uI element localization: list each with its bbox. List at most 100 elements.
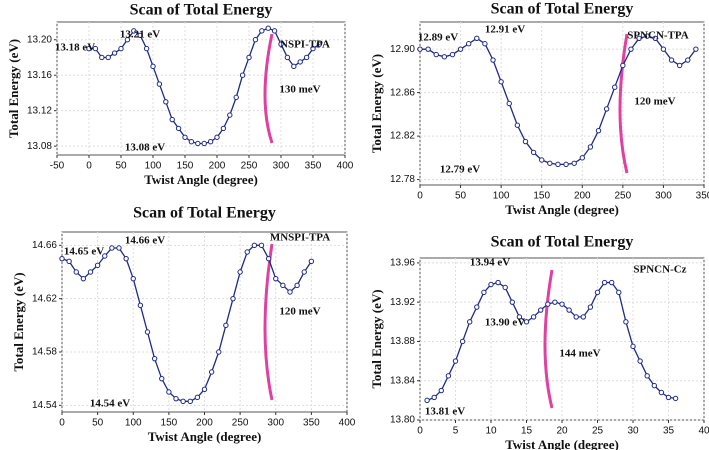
data-point xyxy=(92,45,99,52)
data-point xyxy=(310,45,316,52)
chart-title: Scan of Total Energy xyxy=(491,234,634,251)
y-tick-label: 13.80 xyxy=(390,415,415,426)
y-tick-label: 13.88 xyxy=(390,336,415,347)
data-point xyxy=(116,245,122,251)
annotation: 13.18 eV xyxy=(55,42,95,54)
series-name: NSPI-TPA xyxy=(280,39,330,51)
x-tick-label: 10 xyxy=(485,426,497,437)
x-tick-label: 400 xyxy=(339,418,356,429)
data-point xyxy=(523,319,530,325)
data-point xyxy=(431,394,437,401)
data-point xyxy=(227,112,233,118)
x-axis-label: Twist Angle (degree) xyxy=(505,202,619,217)
data-point xyxy=(151,355,158,362)
data-point xyxy=(474,35,480,41)
data-point xyxy=(612,84,618,90)
data-point xyxy=(566,307,572,313)
data-point xyxy=(220,125,227,132)
data-point xyxy=(150,63,156,70)
data-point xyxy=(216,349,222,355)
y-axis-label: Total Energy (eV) xyxy=(369,289,384,388)
data-point xyxy=(188,139,195,145)
x-tick-label: 25 xyxy=(592,426,604,437)
data-point xyxy=(538,307,544,313)
data-point xyxy=(94,262,101,269)
x-tick-label: 200 xyxy=(574,191,591,202)
data-point xyxy=(214,134,220,140)
x-tick-label: 30 xyxy=(627,426,639,437)
data-point xyxy=(180,398,186,405)
data-point xyxy=(438,387,444,394)
data-point xyxy=(297,59,303,65)
data-point xyxy=(441,54,448,60)
x-tick-label: 100 xyxy=(145,161,162,172)
data-point xyxy=(636,35,642,41)
data-point xyxy=(506,100,512,107)
data-point xyxy=(652,35,659,41)
y-tick-label: 14.58 xyxy=(32,347,57,358)
data-point xyxy=(676,62,683,69)
x-tick-label: 20 xyxy=(556,426,568,437)
x-tick-label: 0 xyxy=(59,418,65,429)
barrier-arrow xyxy=(618,33,629,174)
y-tick-label: 14.54 xyxy=(32,400,57,411)
data-point xyxy=(194,394,201,401)
y-tick-label: 14.62 xyxy=(32,293,57,304)
data-point xyxy=(105,54,111,61)
data-point xyxy=(580,314,586,320)
x-axis-label: Twist Angle (degree) xyxy=(505,437,619,450)
y-axis-label: Total Energy (eV) xyxy=(6,39,21,138)
data-point xyxy=(587,304,594,310)
x-tick-label: 400 xyxy=(337,161,354,172)
data-point xyxy=(425,46,431,52)
data-point xyxy=(459,338,466,345)
x-tick-label: 100 xyxy=(493,191,510,202)
y-tick-label: 12.78 xyxy=(390,174,415,185)
data-point xyxy=(109,245,115,251)
x-tick-label: 40 xyxy=(698,426,709,437)
y-tick-label: 13.96 xyxy=(390,258,415,269)
x-tick-label: 350 xyxy=(303,418,320,429)
data-point xyxy=(294,282,300,289)
data-point xyxy=(169,116,175,123)
data-point xyxy=(571,160,577,166)
data-point xyxy=(644,33,650,39)
x-tick-label: 300 xyxy=(655,191,672,202)
data-point xyxy=(187,398,193,405)
data-point xyxy=(175,125,182,132)
data-point xyxy=(628,46,634,52)
data-point xyxy=(244,249,250,255)
data-point xyxy=(445,373,452,379)
data-point xyxy=(620,62,626,69)
data-point xyxy=(559,301,565,307)
series-name: MNSPI-TPA xyxy=(270,232,330,244)
y-tick-label: 12.90 xyxy=(390,44,415,55)
data-point xyxy=(530,314,537,320)
x-tick-label: 0 xyxy=(417,191,423,202)
data-point xyxy=(291,63,297,70)
x-tick-label: 150 xyxy=(177,161,194,172)
data-point xyxy=(467,319,473,325)
data-point xyxy=(233,94,239,101)
y-tick-label: 12.82 xyxy=(390,131,415,142)
data-point xyxy=(509,299,515,305)
chart-panel: 14.54 14.58 14.62 14.66 0 50 100 150 200 250 300 35… xyxy=(11,205,356,444)
data-point xyxy=(230,295,236,302)
data-point xyxy=(522,138,529,145)
y-tick-label: 14.66 xyxy=(32,240,57,251)
data-point xyxy=(87,269,94,275)
data-point xyxy=(86,45,92,52)
data-point xyxy=(595,127,602,134)
data-point xyxy=(502,284,508,291)
data-point xyxy=(452,358,459,364)
x-tick-label: 200 xyxy=(209,161,226,172)
data-point xyxy=(573,314,579,320)
x-tick-label: -50 xyxy=(50,161,65,172)
data-point xyxy=(144,329,151,335)
x-tick-label: 35 xyxy=(663,426,675,437)
data-point xyxy=(223,322,229,329)
data-point xyxy=(516,314,523,320)
data-point xyxy=(182,134,188,140)
x-tick-label: 50 xyxy=(115,161,127,172)
